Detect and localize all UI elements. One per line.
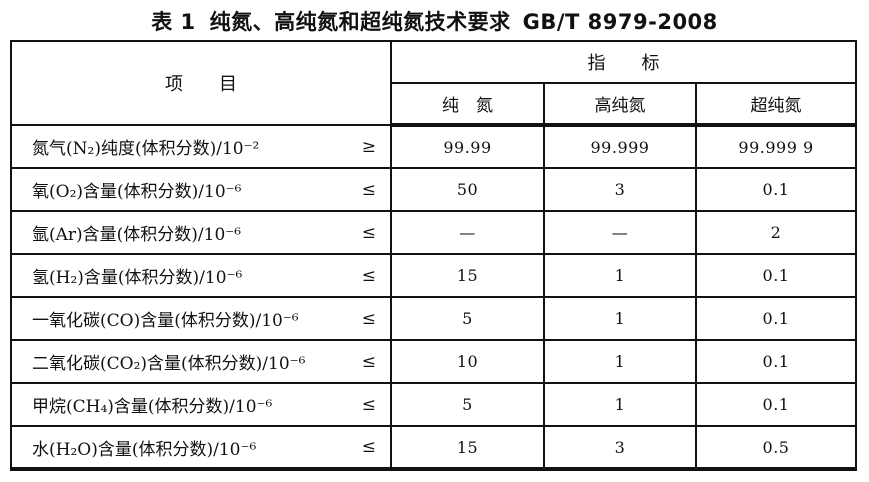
relation-symbol: ≤: [361, 394, 376, 415]
value-ultra-pure: 99.999 9: [694, 124, 858, 169]
relation-symbol: ≥: [361, 136, 376, 157]
table-row: 氩(Ar)含量(体积分数)/10⁻⁶ ≤ — — 2: [10, 210, 858, 255]
value-pure: 99.99: [390, 124, 545, 169]
table-row: 一氧化碳(CO)含量(体积分数)/10⁻⁶ ≤ 5 1 0.1: [10, 296, 858, 341]
value-pure: 50: [390, 167, 545, 212]
value-pure: 5: [390, 296, 545, 341]
row-label-n2-purity: 氮气(N₂)纯度(体积分数)/10⁻² ≥: [10, 124, 392, 169]
table-row: 水(H₂O)含量(体积分数)/10⁻⁶ ≤ 15 3 0.5: [10, 425, 858, 470]
relation-symbol: ≤: [361, 265, 376, 286]
value-high-purity: 3: [543, 425, 697, 470]
row-label-co-content: 一氧化碳(CO)含量(体积分数)/10⁻⁶ ≤: [10, 296, 392, 341]
header-row-grades: 纯 氮 高纯氮 超纯氮: [11, 82, 858, 127]
value-pure: 15: [390, 425, 545, 470]
column-header-indicator: 指 标: [389, 40, 858, 84]
table-number: 表 1: [151, 10, 196, 34]
value-pure: 15: [390, 253, 545, 298]
value-pure: 10: [390, 339, 545, 384]
item-label: 二氧化碳(CO₂)含量(体积分数)/10⁻⁶: [32, 354, 306, 374]
table-row: 氢(H₂)含量(体积分数)/10⁻⁶ ≤ 15 1 0.1: [10, 253, 858, 298]
relation-symbol: ≤: [361, 222, 376, 243]
header-row-indicator: 项 目 指 标: [10, 40, 858, 126]
column-header-high-purity-nitrogen: 高纯氮: [543, 82, 697, 127]
table-title: 表 1 纯氮、高纯氮和超纯氮技术要求 GB/T 8979-2008: [0, 6, 869, 36]
value-high-purity: —: [543, 210, 697, 255]
relation-symbol: ≤: [361, 179, 376, 200]
value-pure: —: [390, 210, 545, 255]
item-label: 氢(H₂)含量(体积分数)/10⁻⁶: [32, 268, 243, 288]
column-header-item: 项 目: [10, 40, 392, 126]
value-ultra-pure: 0.1: [694, 167, 858, 212]
relation-symbol: ≤: [361, 351, 376, 372]
column-header-pure-nitrogen: 纯 氮: [390, 82, 545, 127]
value-ultra-pure: 0.1: [694, 339, 858, 384]
item-label: 氧(O₂)含量(体积分数)/10⁻⁶: [32, 182, 242, 202]
value-high-purity: 1: [543, 339, 697, 384]
value-ultra-pure: 0.1: [694, 382, 858, 427]
value-high-purity: 99.999: [543, 124, 697, 169]
value-high-purity: 1: [543, 296, 697, 341]
value-ultra-pure: 0.1: [694, 253, 858, 298]
table-row: 甲烷(CH₄)含量(体积分数)/10⁻⁶ ≤ 5 1 0.1: [10, 382, 858, 427]
table-row: 二氧化碳(CO₂)含量(体积分数)/10⁻⁶ ≤ 10 1 0.1: [10, 339, 858, 384]
item-label: 甲烷(CH₄)含量(体积分数)/10⁻⁶: [32, 397, 273, 417]
item-label: 氩(Ar)含量(体积分数)/10⁻⁶: [32, 225, 242, 245]
column-header-ultra-pure-nitrogen: 超纯氮: [694, 82, 858, 127]
value-high-purity: 1: [543, 382, 697, 427]
row-label-h2-content: 氢(H₂)含量(体积分数)/10⁻⁶ ≤: [10, 253, 392, 298]
row-label-h2o-content: 水(H₂O)含量(体积分数)/10⁻⁶ ≤: [10, 425, 392, 470]
value-ultra-pure: 2: [694, 210, 858, 255]
value-ultra-pure: 0.1: [694, 296, 858, 341]
value-ultra-pure: 0.5: [694, 425, 858, 470]
value-high-purity: 3: [543, 167, 697, 212]
item-label: 氮气(N₂)纯度(体积分数)/10⁻²: [32, 139, 260, 159]
item-label: 水(H₂O)含量(体积分数)/10⁻⁶: [32, 439, 257, 460]
row-label-o2-content: 氧(O₂)含量(体积分数)/10⁻⁶ ≤: [10, 167, 392, 212]
relation-symbol: ≤: [361, 308, 376, 329]
relation-symbol: ≤: [361, 437, 376, 457]
value-pure: 5: [390, 382, 545, 427]
row-label-ar-content: 氩(Ar)含量(体积分数)/10⁻⁶ ≤: [10, 210, 392, 255]
row-label-ch4-content: 甲烷(CH₄)含量(体积分数)/10⁻⁶ ≤: [10, 382, 392, 427]
table-row: 氮气(N₂)纯度(体积分数)/10⁻² ≥ 99.99 99.999 99.99…: [10, 124, 858, 169]
item-label: 一氧化碳(CO)含量(体积分数)/10⁻⁶: [32, 311, 299, 331]
table-title-text: 纯氮、高纯氮和超纯氮技术要求: [209, 10, 511, 34]
standard-number: GB/T 8979-2008: [522, 10, 718, 34]
row-label-co2-content: 二氧化碳(CO₂)含量(体积分数)/10⁻⁶ ≤: [10, 339, 392, 384]
spec-table: 项 目 指 标 纯 氮 高纯氮 超纯氮 氮气(N₂)纯度(体积分数)/10⁻² …: [10, 40, 858, 471]
table-row: 氧(O₂)含量(体积分数)/10⁻⁶ ≤ 50 3 0.1: [10, 167, 858, 212]
value-high-purity: 1: [543, 253, 697, 298]
